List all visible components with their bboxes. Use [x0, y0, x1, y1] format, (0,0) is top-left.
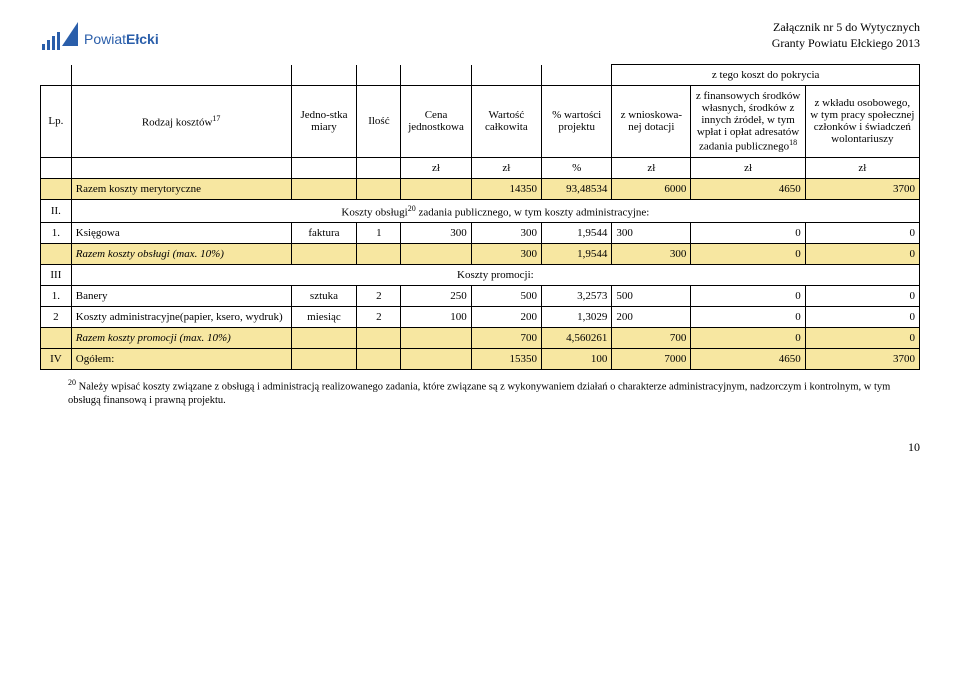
cost-coverage-header: z tego koszt do pokrycia: [612, 65, 920, 86]
blank-cell: [471, 65, 541, 86]
row-admin: 2 Koszty administracyjne(papier, ksero, …: [41, 307, 920, 328]
section-ii: II. Koszty obsługi20 zadania publicznego…: [41, 199, 920, 223]
row-razem-obslugi: Razem koszty obsługi (max. 10%) 300 1,95…: [41, 244, 920, 265]
row-razem-promocji: Razem koszty promocji (max. 10%) 700 4,5…: [41, 328, 920, 349]
col-pct: % wartości projektu: [542, 86, 612, 158]
blank-cell: [357, 65, 401, 86]
col-wartosc: Wartość całkowita: [471, 86, 541, 158]
col-jednostka: Jedno-stka miary: [291, 86, 357, 158]
col-cena: Cena jednostkowa: [401, 86, 471, 158]
header-annex: Załącznik nr 5 do Wytycznych Granty Powi…: [772, 20, 920, 51]
blank-cell: [291, 65, 357, 86]
row-razem-merytoryczne: Razem koszty merytoryczne 14350 93,48534…: [41, 178, 920, 199]
col-ilosc: Ilość: [357, 86, 401, 158]
logo-text: PowiatEłcki: [84, 31, 159, 47]
blank-cell: [41, 65, 72, 86]
row-ksiegowa: 1. Księgowa faktura 1 300 300 1,9544 300…: [41, 223, 920, 244]
section-iii: III Koszty promocji:: [41, 265, 920, 286]
page-number: 10: [40, 440, 920, 455]
blank-cell: [401, 65, 471, 86]
col-finansowe: z finansowych środków własnych, środków …: [691, 86, 805, 158]
logo: PowiatEłcki: [40, 20, 159, 58]
col-wklad: z wkładu osobowego, w tym pracy społeczn…: [805, 86, 919, 158]
col-wniosk: z wnioskowa-nej dotacji: [612, 86, 691, 158]
units-row: zł zł % zł zł zł: [41, 157, 920, 178]
col-rodzaj: Rodzaj kosztów17: [71, 86, 291, 158]
cost-table: z tego koszt do pokrycia Lp. Rodzaj kosz…: [40, 64, 920, 370]
row-ogolem: IV Ogółem: 15350 100 7000 4650 3700: [41, 349, 920, 370]
table-header-row: Lp. Rodzaj kosztów17 Jedno-stka miary Il…: [41, 86, 920, 158]
blank-cell: [71, 65, 291, 86]
logo-mark: [40, 20, 78, 58]
page-header: PowiatEłcki Załącznik nr 5 do Wytycznych…: [40, 20, 920, 58]
col-lp: Lp.: [41, 86, 72, 158]
footnote-20: 20 Należy wpisać koszty związane z obsłu…: [40, 378, 920, 408]
blank-cell: [542, 65, 612, 86]
row-banery: 1. Banery sztuka 2 250 500 3,2573 500 0 …: [41, 286, 920, 307]
